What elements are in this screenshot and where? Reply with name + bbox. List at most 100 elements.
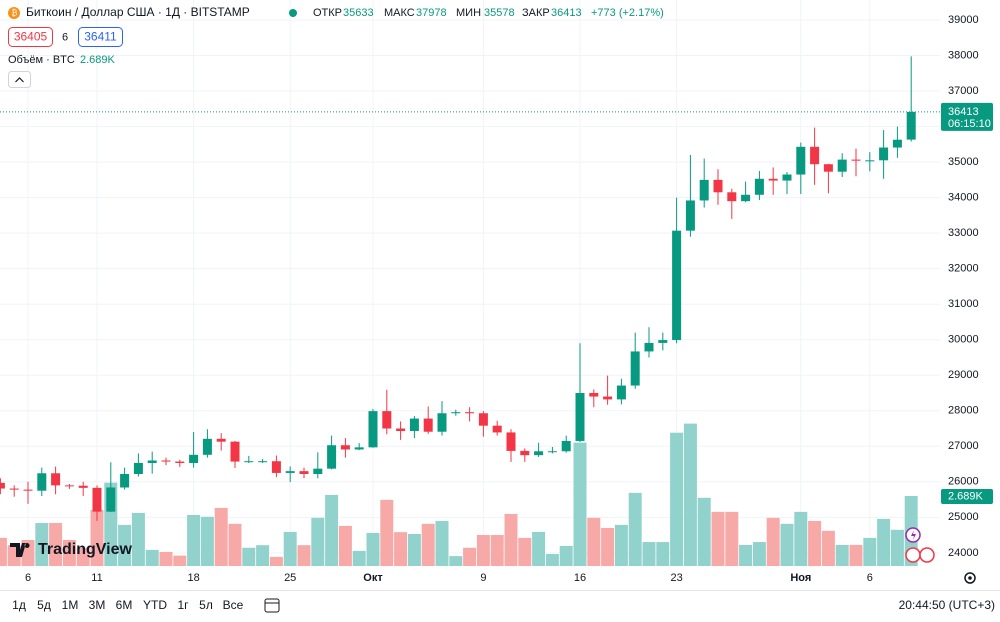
y-tick-label: 32000 — [948, 263, 979, 275]
candle-body — [51, 473, 61, 486]
candle-body — [382, 411, 392, 429]
volume-bar — [394, 532, 408, 566]
volume-bar — [283, 531, 297, 566]
candle-body — [851, 159, 861, 161]
volume-bar — [725, 511, 739, 566]
timeframe-button[interactable]: 1М — [62, 598, 79, 612]
volume-bar — [159, 551, 173, 566]
price-axis: 24000 25000 26000 27000 28000 29000 30000 31000… — [25, 14, 993, 584]
volume-bar — [35, 523, 49, 566]
timeframe-button[interactable]: 5д — [37, 598, 51, 612]
candle-body — [161, 460, 171, 462]
volume-bar — [559, 545, 573, 566]
candle-body — [672, 230, 682, 341]
candle-body — [285, 471, 295, 473]
settings-icon-dot — [968, 576, 972, 580]
candle-body — [299, 471, 309, 474]
market-status[interactable] — [289, 9, 297, 17]
candle-body — [534, 451, 544, 456]
volume-bar — [545, 554, 559, 566]
volume-bar — [338, 525, 352, 566]
volume-bar — [504, 513, 518, 566]
logo: TradingView — [10, 541, 133, 558]
lightning — [911, 530, 916, 540]
ohlc-label: МАКС — [384, 7, 415, 19]
timeframe-button[interactable]: 5л — [199, 598, 213, 612]
volume-bar — [463, 547, 477, 566]
volume-bar — [614, 524, 628, 566]
volume-bar — [794, 511, 808, 566]
btc-icon — [8, 7, 20, 19]
logo-mark — [10, 543, 30, 557]
ask-box[interactable] — [78, 27, 123, 47]
timeframe-button[interactable]: 1д — [12, 598, 26, 612]
bid-box[interactable] — [8, 27, 53, 47]
ohlc-label: ОТКР — [313, 7, 342, 19]
event-icon[interactable] — [919, 547, 935, 563]
volume-bar — [0, 537, 7, 566]
price-label: 36413 — [948, 106, 979, 118]
volume-bar — [366, 532, 380, 566]
volume-bar — [739, 544, 753, 566]
timeframe-button[interactable]: 1г — [177, 598, 189, 612]
volume-bar — [532, 531, 546, 566]
y-tick-label: 33000 — [948, 227, 979, 239]
candle-body — [865, 160, 875, 162]
spread: 6 — [62, 31, 68, 43]
volume-bar — [890, 529, 904, 566]
candle-body — [0, 482, 5, 489]
volume-bar — [311, 517, 325, 566]
candle-body — [175, 461, 185, 463]
timeframe-button[interactable]: YTD — [143, 598, 167, 612]
candle-body — [879, 147, 889, 161]
ohlc-value: 35578 — [484, 7, 515, 19]
candle-body — [64, 485, 74, 487]
settings-icon[interactable] — [964, 572, 976, 584]
candle-body — [547, 451, 557, 453]
volume-bar — [200, 516, 214, 566]
candle-body — [699, 179, 709, 201]
volume-label: 2.689K — [948, 490, 984, 502]
volume-bar — [21, 539, 35, 566]
volume-bar — [766, 517, 780, 566]
volume-bar — [642, 542, 656, 566]
y-tick-label: 29000 — [948, 369, 979, 381]
candle-body — [23, 489, 33, 491]
volume-bar — [808, 520, 822, 566]
clock[interactable]: 20:44:50 (UTC+3) — [899, 598, 995, 612]
event-icon[interactable] — [905, 547, 921, 563]
volume-bar — [173, 555, 187, 566]
candle-body — [437, 413, 447, 432]
timeframe-button[interactable]: Все — [223, 598, 244, 612]
calendar-icon[interactable] — [264, 598, 280, 613]
ohlc-value: 37978 — [416, 7, 447, 19]
y-tick-label: 31000 — [948, 298, 979, 310]
collapse-button[interactable] — [8, 71, 31, 88]
volume-bar — [670, 432, 684, 566]
countdown: 06:15:10 — [948, 118, 991, 130]
timeframe-button[interactable]: 3М — [89, 598, 106, 612]
candle-body — [713, 179, 723, 193]
candle-body — [492, 425, 502, 433]
price-label-bg — [941, 102, 993, 131]
candle-body — [768, 178, 778, 181]
candle-body — [892, 139, 902, 148]
volume-bar — [573, 442, 587, 566]
volume-bar — [849, 544, 863, 566]
bid[interactable]: 36405 — [14, 30, 48, 44]
x-tick-label: 23 — [670, 572, 682, 584]
candle-body — [616, 385, 626, 400]
symbol-title[interactable]: Биткоин / Доллар США · 1Д · BITSTAMP — [26, 5, 250, 19]
x-tick-label: 9 — [480, 572, 486, 584]
x-tick-label: 18 — [187, 572, 199, 584]
volume-bar — [780, 523, 794, 566]
ohlc-label: ЗАКР — [522, 7, 550, 19]
candle-body — [216, 438, 226, 442]
ask[interactable]: 36411 — [84, 30, 117, 44]
timeframe-button[interactable]: 6М — [116, 598, 133, 612]
candle-body — [9, 488, 19, 490]
volume-bar — [697, 497, 711, 566]
volume-bar — [877, 518, 891, 566]
candle-body — [685, 200, 695, 231]
y-tick-label: 39000 — [948, 14, 979, 26]
